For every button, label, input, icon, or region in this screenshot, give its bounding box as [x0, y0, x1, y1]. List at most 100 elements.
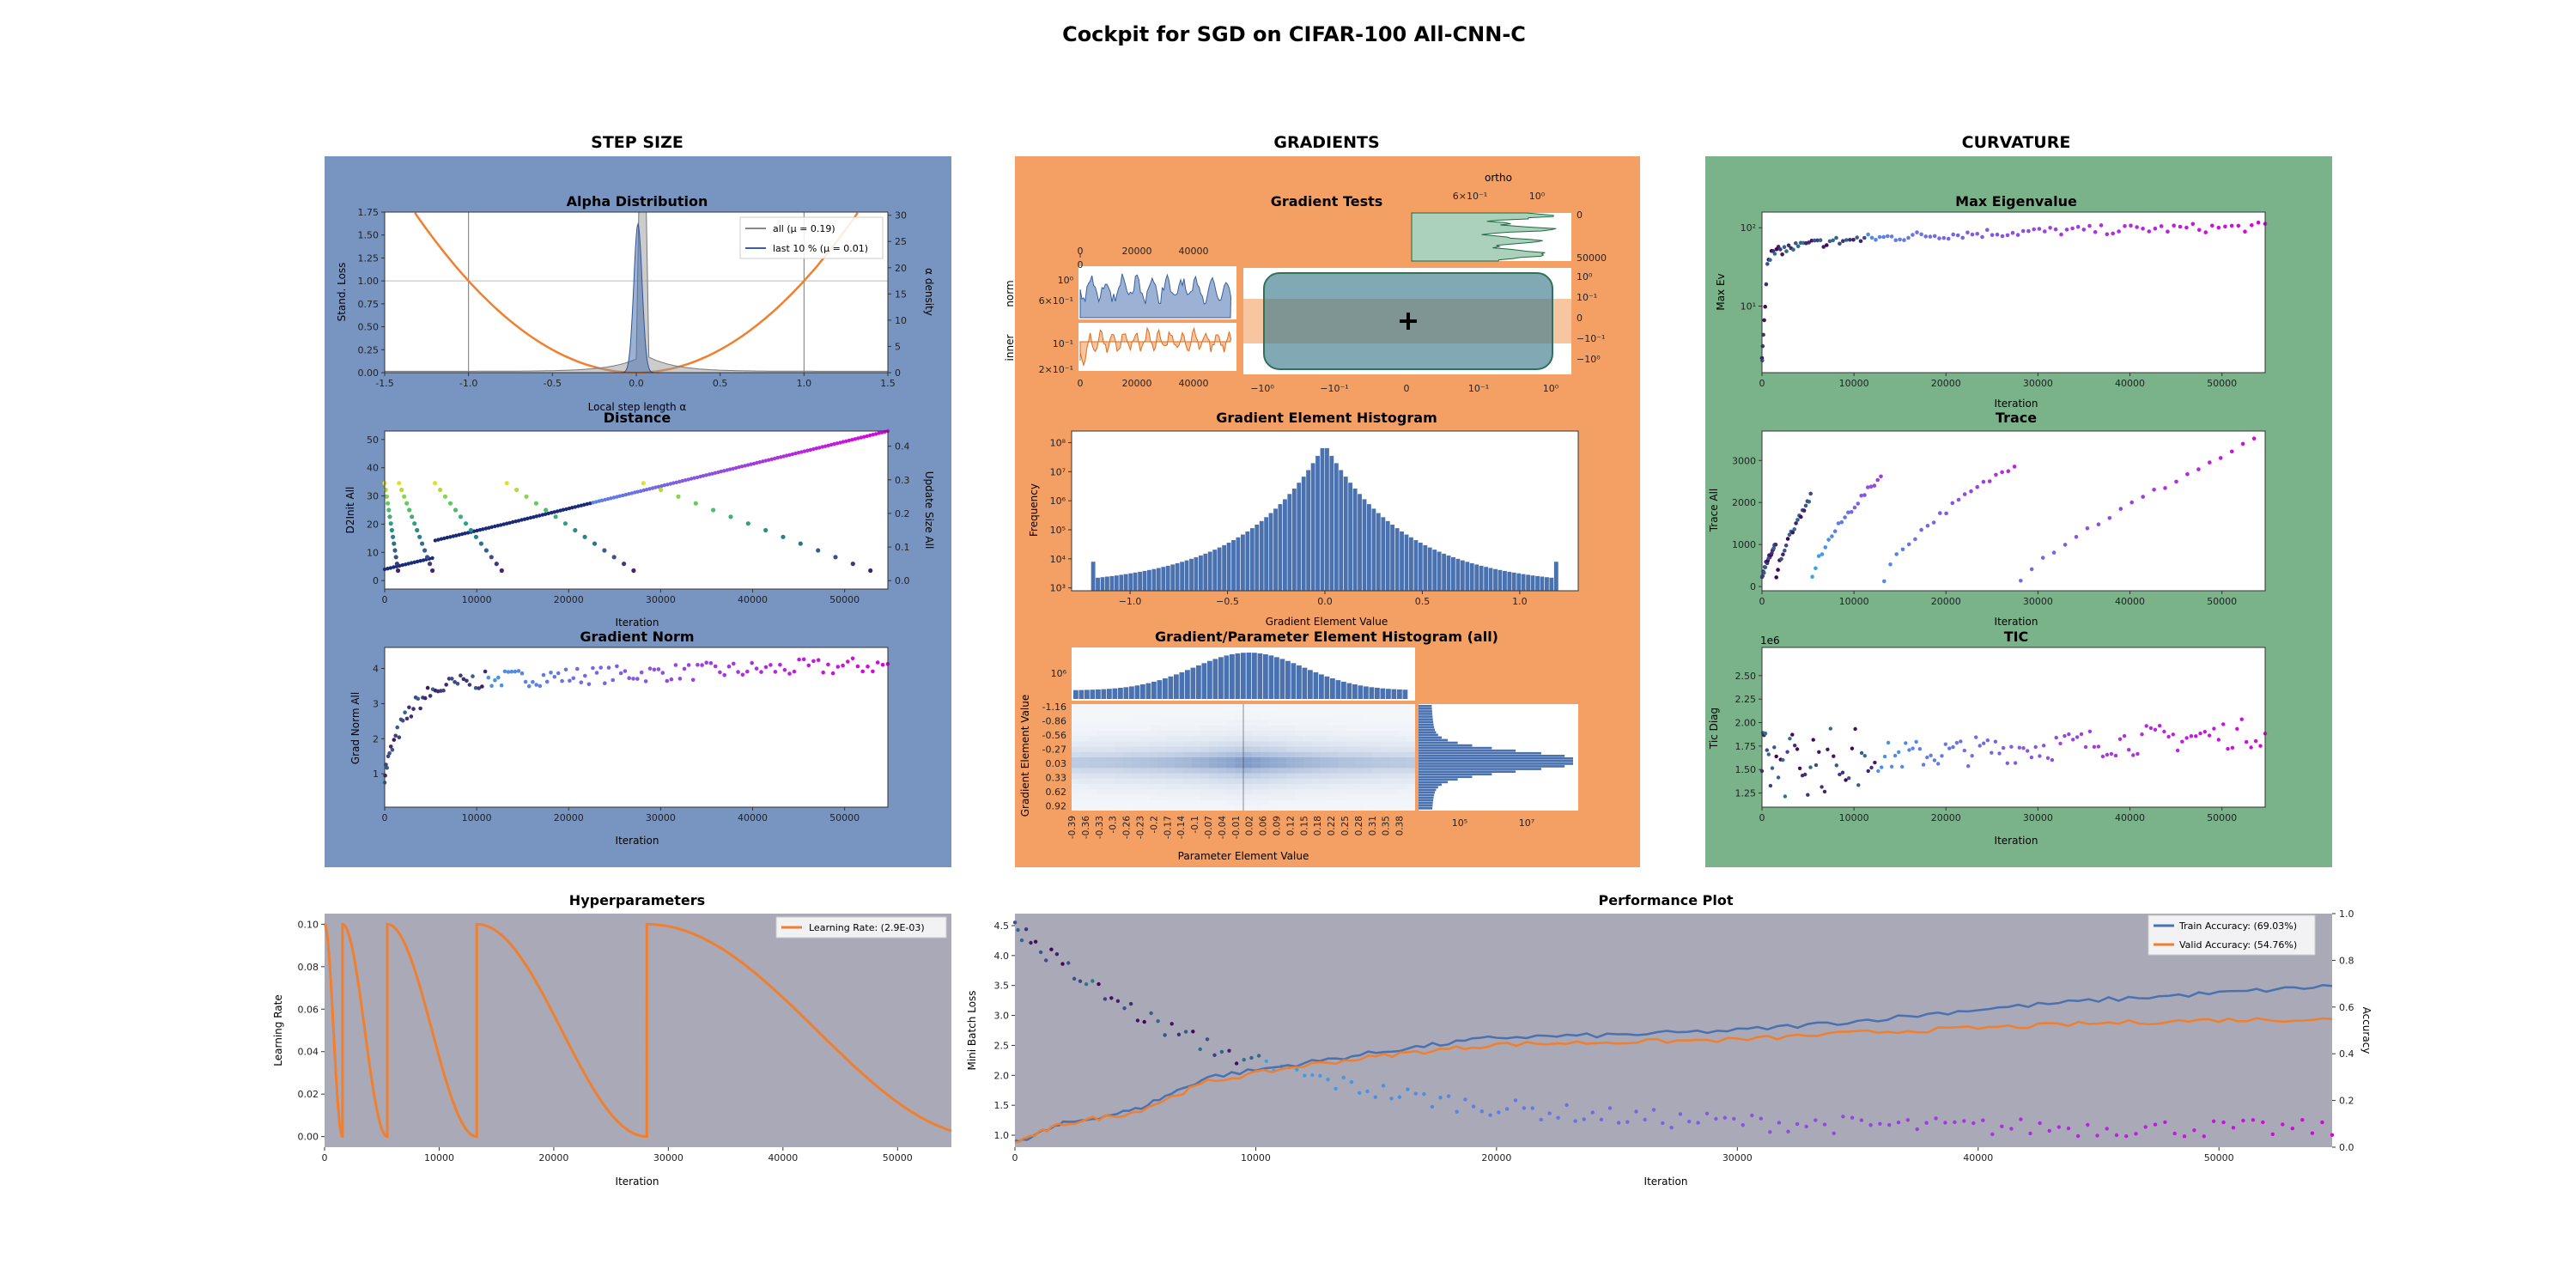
gp-hist-cell — [1364, 709, 1372, 715]
gp-hist-top-bar — [1107, 689, 1112, 699]
distance-point — [605, 496, 611, 501]
gp-hist-cell — [1321, 714, 1329, 720]
maxev-point — [1975, 232, 1979, 236]
gradnorm-point — [643, 679, 648, 683]
gp-hist-cell — [1080, 778, 1089, 784]
gp-hist-cell — [1200, 731, 1209, 737]
distance-point — [594, 500, 598, 504]
minibatch-loss-point — [1530, 1106, 1534, 1110]
gradnorm-point — [682, 666, 687, 671]
gradnorm-point — [652, 667, 657, 672]
minibatch-loss-point — [2211, 1119, 2216, 1124]
gp-hist-cell — [1166, 731, 1175, 737]
gp-hist-cell — [1149, 746, 1157, 752]
distance-point — [623, 492, 629, 497]
maxev-point — [2236, 223, 2241, 228]
grad-hist-bar — [1488, 568, 1493, 591]
grad-hist-bar — [1278, 504, 1283, 591]
tic-point — [1834, 763, 1838, 768]
trace-point — [1814, 566, 1818, 571]
gp-hist-top-bar — [1090, 690, 1096, 699]
gp-hist-top-bar — [1207, 660, 1212, 699]
distance-y-right-tick-label: 0.2 — [895, 508, 910, 519]
gp-hist-cell — [1089, 805, 1097, 811]
gp-hist-cell — [1226, 746, 1235, 752]
gp-hist-cell — [1372, 757, 1381, 763]
gp-hist-cell — [1166, 799, 1175, 805]
distance-point — [445, 535, 449, 540]
gp-hist-cell — [1072, 751, 1080, 757]
gp-hist-cell — [1192, 768, 1200, 774]
gp-hist-cell — [1200, 714, 1209, 720]
minibatch-loss-point — [1741, 1123, 1746, 1127]
distance-point — [460, 532, 465, 537]
distance-point — [582, 502, 586, 507]
maxev-point — [1919, 232, 1923, 237]
grad-hist-xlabel: Gradient Element Value — [1266, 616, 1388, 628]
gp-hist-cell — [1115, 757, 1123, 763]
distance-point — [627, 492, 631, 496]
maxev-point — [2216, 225, 2221, 230]
gp-hist-top-bar — [1118, 688, 1123, 699]
gp-hist-cell — [1209, 704, 1218, 710]
gp-hist-cell — [1235, 778, 1243, 784]
section-title-step-size: STEP SIZE — [591, 133, 683, 152]
perf-y-right-tick-label: 0.4 — [2339, 1048, 2354, 1060]
maxev-point — [2184, 225, 2189, 230]
gp-hist-cell — [1329, 704, 1338, 710]
gp-hist-right-bar — [1419, 751, 1541, 755]
minibatch-loss-point — [1643, 1117, 1647, 1122]
update-size-point — [468, 527, 474, 533]
tic-point — [2001, 745, 2006, 750]
gp-hist-cell — [1192, 741, 1200, 747]
hyper-y-tick-label: 0.06 — [298, 1004, 319, 1015]
gp-hist-cell — [1389, 773, 1398, 779]
trace-point — [1762, 570, 1766, 575]
update-size-point — [544, 507, 549, 513]
gradnorm-point — [841, 663, 845, 668]
tic-point — [2239, 717, 2244, 721]
gp-hist-cell — [1097, 751, 1106, 757]
gradnorm-point — [623, 669, 628, 673]
tic-point — [1925, 755, 1929, 760]
gp-hist-cell — [1235, 805, 1243, 811]
trace-point — [1795, 518, 1800, 522]
trace-point — [2019, 579, 2023, 583]
gp-hist-cell — [1338, 789, 1346, 795]
trace-point — [2085, 526, 2090, 531]
gp-hist-cell — [1132, 736, 1140, 742]
update-size-point — [602, 548, 607, 553]
gp-hist-top-bar — [1157, 680, 1163, 699]
minibatch-loss-point — [1249, 1055, 1254, 1060]
gp-hist-cell — [1252, 741, 1261, 747]
distance-point — [823, 444, 828, 448]
gp-hist-cell — [1072, 736, 1080, 742]
minibatch-loss-point — [1479, 1109, 1485, 1114]
gp-hist-cell — [1286, 731, 1295, 737]
gp-hist-cell — [1312, 757, 1321, 763]
gp-hist-cell — [1089, 762, 1097, 769]
trace-point — [2074, 535, 2079, 539]
gp-hist-cell — [1080, 751, 1089, 757]
gp-hist-cell — [1115, 805, 1123, 811]
gp-hist-cell — [1209, 741, 1218, 747]
tic-xlabel: Iteration — [1995, 835, 2038, 847]
gp-hist-x-tick-label: 0.18 — [1313, 816, 1323, 835]
distance-point — [564, 507, 568, 512]
minibatch-loss-point — [1759, 1116, 1763, 1121]
gp-hist-right-bar — [1419, 733, 1438, 737]
gp-hist-cell — [1157, 714, 1166, 720]
trace-point — [1888, 562, 1893, 567]
gp-hist-cell — [1072, 731, 1080, 737]
gradnorm-y-tick-label: 4 — [373, 664, 379, 675]
maxev-point — [2111, 231, 2115, 236]
distance-point — [826, 443, 830, 447]
gradtests-x-top-tick-label: 40000 — [1179, 246, 1209, 257]
gp-hist-right-tick-label: 10⁷ — [1519, 817, 1534, 829]
gp-hist-cell — [1346, 725, 1355, 731]
minibatch-loss-point — [1066, 961, 1071, 965]
gp-hist-cell — [1406, 709, 1415, 715]
maxev-point — [1827, 239, 1832, 244]
gp-hist-cell — [1226, 731, 1235, 737]
update-size-point — [415, 527, 420, 533]
